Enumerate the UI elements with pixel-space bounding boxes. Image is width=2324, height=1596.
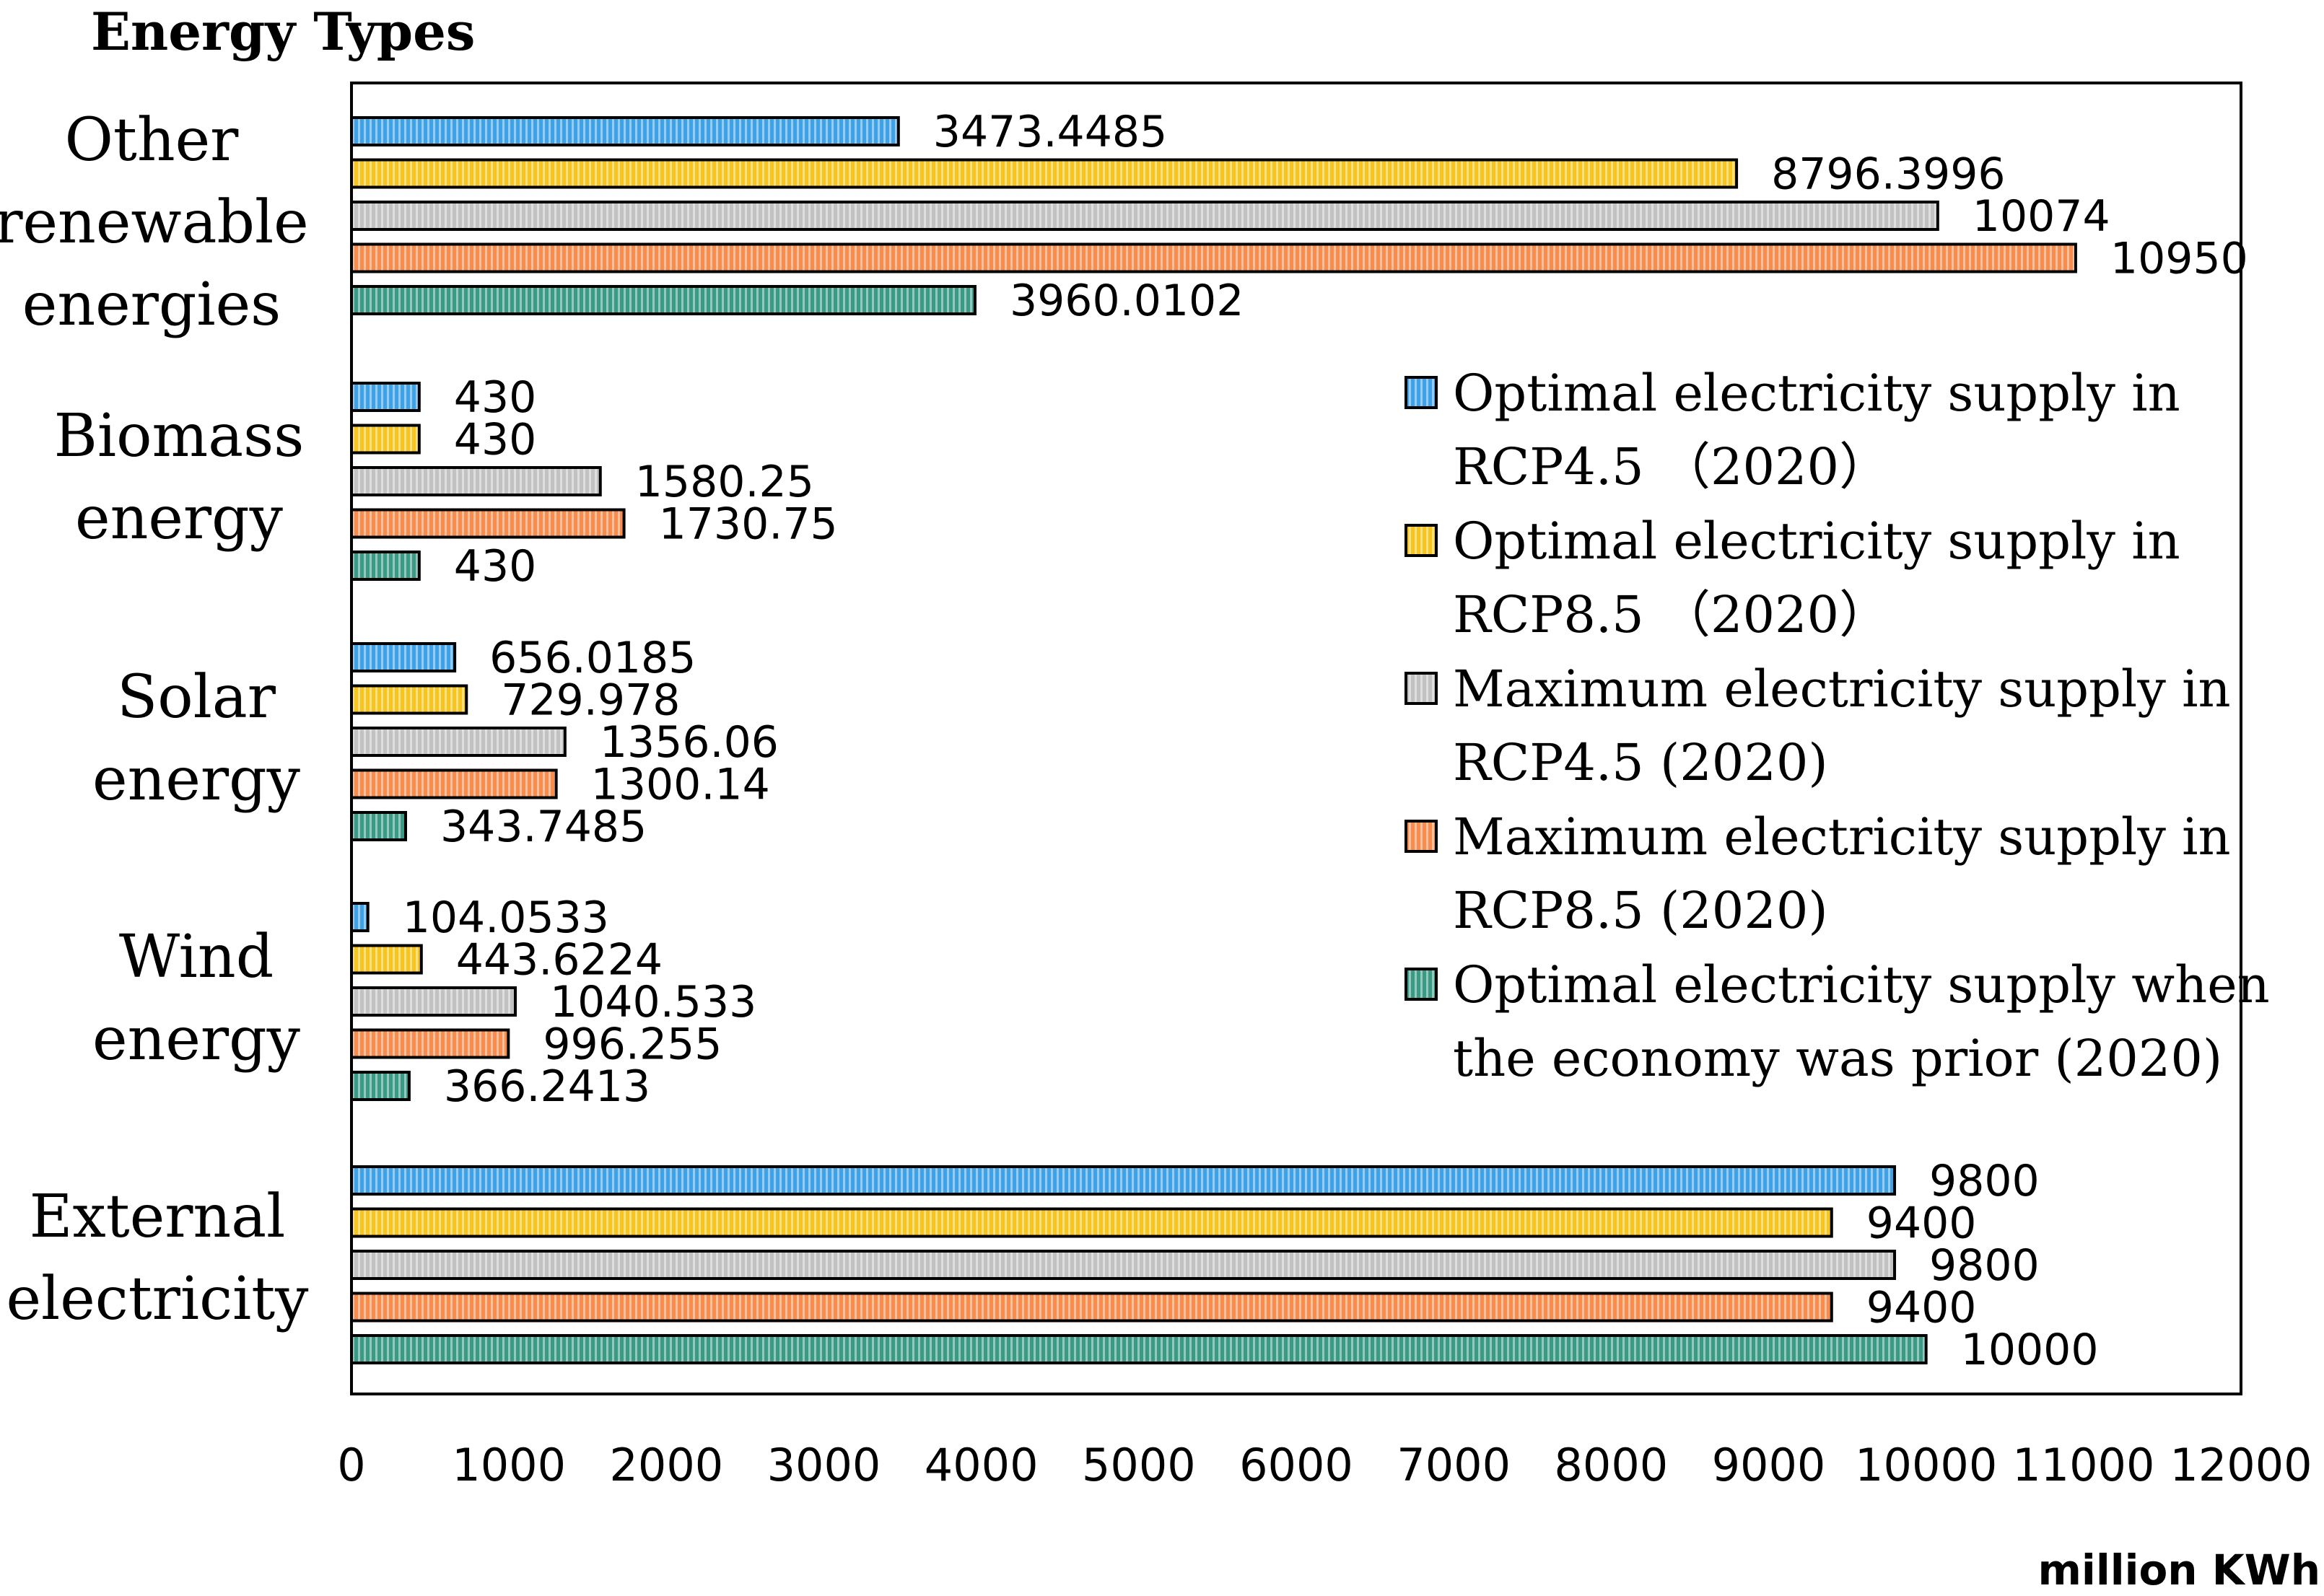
bar-texture bbox=[353, 947, 420, 972]
data-label: 1730.75 bbox=[659, 499, 838, 550]
bar-texture bbox=[353, 119, 897, 144]
legend-label: Optimal electricity supply in bbox=[1453, 512, 2180, 571]
data-label: 343.7485 bbox=[440, 802, 647, 852]
x-tick-label: 6000 bbox=[1239, 1439, 1353, 1491]
x-tick-label: 5000 bbox=[1082, 1439, 1196, 1491]
data-label: 9800 bbox=[1929, 1240, 2040, 1291]
category-label: Solar bbox=[117, 663, 276, 732]
legend-label: the economy was prior (2020) bbox=[1453, 1029, 2222, 1088]
data-label: 1040.533 bbox=[550, 977, 756, 1027]
data-label: 430 bbox=[454, 541, 537, 592]
data-label: 8796.3996 bbox=[1771, 149, 2005, 200]
bar-texture bbox=[353, 203, 1936, 228]
data-label: 1300.14 bbox=[591, 760, 770, 810]
data-label: 10000 bbox=[1961, 1325, 2099, 1375]
bar-texture bbox=[353, 245, 2074, 271]
data-label: 9800 bbox=[1929, 1156, 2040, 1206]
x-tick-label: 12000 bbox=[2170, 1439, 2312, 1491]
bar-texture bbox=[353, 553, 418, 578]
bar-texture bbox=[353, 1253, 1894, 1277]
data-label: 366.2413 bbox=[444, 1061, 650, 1112]
x-tick-label: 8000 bbox=[1554, 1439, 1668, 1491]
category-label: energies bbox=[22, 271, 281, 339]
bar-texture bbox=[353, 989, 515, 1014]
chart-title: Energy Types bbox=[91, 1, 475, 62]
x-tick-label: 4000 bbox=[925, 1439, 1039, 1491]
data-label: 1580.25 bbox=[635, 457, 814, 507]
data-label: 3960.0102 bbox=[1010, 276, 1244, 326]
legend-swatch-texture bbox=[1407, 379, 1435, 406]
legend-label: Maximum electricity supply in bbox=[1453, 659, 2231, 719]
bar-texture bbox=[353, 1337, 1925, 1362]
category-label: External bbox=[30, 1183, 286, 1251]
data-label: 1356.06 bbox=[600, 717, 779, 768]
data-label: 3473.4485 bbox=[933, 107, 1167, 157]
legend-swatch-texture bbox=[1407, 527, 1435, 554]
legend-label: Optimal electricity supply in bbox=[1453, 364, 2180, 423]
bar-texture bbox=[353, 905, 367, 929]
bar-texture bbox=[353, 1210, 1830, 1235]
x-tick-label: 11000 bbox=[2012, 1439, 2154, 1491]
category-label: Other bbox=[65, 106, 240, 175]
legend-label: RCP4.5 （2020） bbox=[1453, 437, 1890, 496]
data-label: 104.0533 bbox=[403, 893, 609, 943]
bar-texture bbox=[353, 1031, 507, 1056]
bar-texture bbox=[353, 469, 599, 494]
data-label: 656.0185 bbox=[489, 633, 696, 683]
bar-texture bbox=[353, 161, 1736, 186]
bar-texture bbox=[353, 1074, 408, 1098]
x-tick-label: 7000 bbox=[1397, 1439, 1511, 1491]
category-label: Biomass bbox=[54, 402, 305, 470]
x-tick-label: 0 bbox=[337, 1439, 365, 1491]
bar-texture bbox=[353, 687, 466, 712]
bar-texture bbox=[353, 771, 555, 797]
category-label: renewable bbox=[0, 188, 309, 257]
data-label: 9400 bbox=[1866, 1198, 1977, 1249]
legend-label: Maximum electricity supply in bbox=[1453, 807, 2231, 867]
category-label: energy bbox=[75, 484, 284, 553]
bar-texture bbox=[353, 1294, 1830, 1320]
category-label: electricity bbox=[6, 1265, 309, 1333]
x-axis-title: million KWh bbox=[2038, 1545, 2321, 1592]
category-label: energy bbox=[92, 745, 301, 814]
bar-texture bbox=[353, 426, 418, 452]
bar-texture bbox=[353, 288, 974, 312]
data-label: 430 bbox=[454, 372, 537, 423]
data-label: 9400 bbox=[1866, 1283, 1977, 1333]
data-label: 996.255 bbox=[543, 1020, 722, 1070]
data-label: 10950 bbox=[2110, 234, 2248, 284]
legend-label: RCP8.5 (2020) bbox=[1453, 881, 1828, 940]
x-tick-label: 2000 bbox=[609, 1439, 723, 1491]
x-tick-label: 10000 bbox=[1855, 1439, 1997, 1491]
legend-label: Optimal electricity supply when bbox=[1453, 955, 2270, 1014]
x-tick-label: 9000 bbox=[1712, 1439, 1826, 1491]
bar-texture bbox=[353, 729, 564, 754]
legend-swatch-texture bbox=[1407, 970, 1435, 998]
legend-swatch-texture bbox=[1407, 675, 1435, 702]
legend-label: RCP4.5 (2020) bbox=[1453, 733, 1828, 792]
bar-texture bbox=[353, 645, 454, 670]
data-label: 443.6224 bbox=[456, 935, 663, 986]
legend-swatch-texture bbox=[1407, 823, 1435, 850]
category-label: energy bbox=[92, 1005, 301, 1074]
legend-label: RCP8.5 （2020） bbox=[1453, 585, 1890, 644]
data-label: 729.978 bbox=[501, 675, 680, 726]
bar-texture bbox=[353, 511, 623, 536]
category-label: Wind bbox=[119, 923, 274, 991]
data-label: 10074 bbox=[1973, 191, 2110, 242]
bar-texture bbox=[353, 385, 418, 409]
x-tick-label: 1000 bbox=[452, 1439, 566, 1491]
bar-texture bbox=[353, 814, 404, 838]
bar-texture bbox=[353, 1168, 1894, 1193]
x-tick-label: 3000 bbox=[767, 1439, 881, 1491]
data-label: 430 bbox=[454, 415, 537, 465]
